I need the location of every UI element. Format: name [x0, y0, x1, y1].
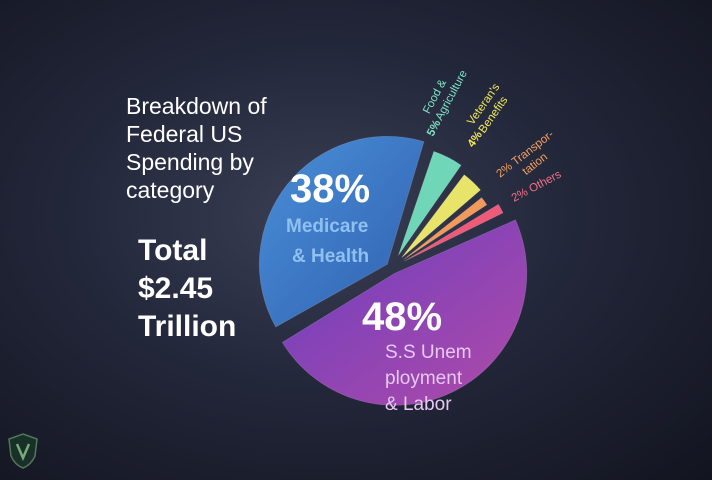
slice-label-veterans: 4% Veteran's Benefits — [465, 81, 510, 149]
slice-label-ss-pct: 48% — [362, 295, 442, 339]
slice-label-ss-line2: ployment — [385, 368, 463, 389]
slice-label-ss-line3: & Labor — [385, 394, 452, 415]
slice-label-food: 5% Food & Agriculture — [421, 68, 470, 138]
pie-slice-transpor-tation — [403, 197, 488, 261]
slice-label-medicare-line2: & Health — [292, 246, 369, 267]
slice-label-ss-line1: S.S Unem — [385, 342, 472, 363]
total-spending: Total $2.45 Trillion — [138, 234, 237, 343]
slice-label-medicare-line1: Medicare — [286, 216, 368, 237]
slice-label-others: 2% Others — [510, 168, 564, 204]
pie-slice-food-agriculture — [397, 150, 462, 256]
pie-slice-others — [404, 203, 504, 262]
pie-slices — [258, 135, 528, 406]
pie-slice-s-s-unem-ployment-labor — [281, 219, 528, 406]
shield-logo-icon — [8, 433, 38, 469]
pie-slice-veteran-s-benefits — [401, 174, 482, 259]
pie-slice-medicare-health — [258, 135, 425, 328]
chart-title: Breakdown of Federal US Spending by cate… — [126, 93, 267, 203]
slice-label-medicare-pct: 38% — [290, 167, 370, 211]
slice-label-others-line1: 2% Others — [510, 168, 564, 204]
